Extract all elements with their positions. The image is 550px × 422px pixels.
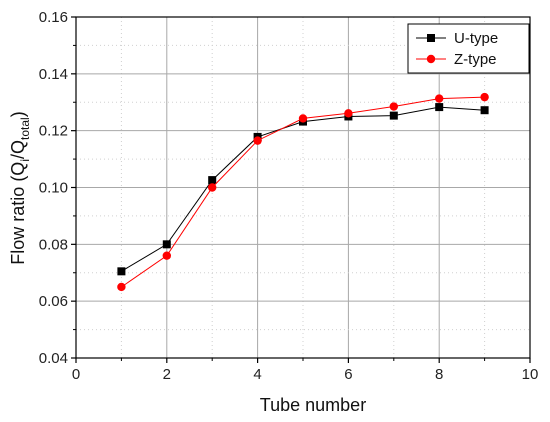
- x-tick-label: 2: [163, 366, 171, 383]
- x-tick-label: 4: [253, 366, 261, 383]
- legend: U-type Z-type: [407, 23, 530, 74]
- x-tick-label: 6: [344, 366, 352, 383]
- y-axis-title-suffix: ): [8, 111, 28, 117]
- y-axis-title-mid: /Q: [8, 140, 28, 159]
- series-z-type: [117, 92, 489, 292]
- data-point-z-type: [117, 282, 126, 292]
- legend-label-u-type: U-type: [454, 30, 498, 47]
- x-axis-title: Tube number: [260, 395, 366, 415]
- series-layer: [117, 92, 489, 292]
- y-axis-title-prefix: Flow ratio (Q: [8, 162, 28, 265]
- data-point-z-type: [480, 92, 489, 102]
- data-point-z-type: [344, 109, 353, 118]
- y-tick-label: 0.08: [39, 236, 68, 253]
- y-tick-label: 0.16: [39, 9, 68, 26]
- legend-box: [407, 23, 530, 74]
- x-tick-label: 0: [72, 366, 80, 383]
- data-point-z-type: [389, 102, 398, 111]
- y-tick-label: 0.12: [39, 123, 68, 140]
- x-tick-label: 8: [435, 366, 443, 383]
- data-point-u-type: [480, 106, 489, 115]
- legend-label-z-type: Z-type: [454, 51, 497, 68]
- legend-marker-z-type: [426, 54, 436, 64]
- y-tick-label: 0.06: [39, 293, 68, 310]
- y-axis-title-sub-total: total: [18, 117, 32, 140]
- data-point-z-type: [298, 114, 308, 123]
- data-point-z-type: [162, 251, 171, 260]
- data-point-u-type: [117, 267, 126, 276]
- y-tick-label: 0.10: [39, 180, 68, 197]
- y-tick-label: 0.14: [39, 66, 68, 83]
- data-point-z-type: [435, 94, 444, 103]
- data-point-z-type: [253, 136, 262, 145]
- data-point-u-type: [208, 176, 217, 185]
- data-point-z-type: [208, 183, 217, 192]
- y-tick-label: 0.04: [39, 350, 68, 367]
- axes-layer: 0 2 4 6 8 10 0.04 0.06 0.08 0.10 0.12 0.14 0.16: [39, 9, 539, 383]
- data-point-u-type: [389, 111, 398, 120]
- data-point-u-type: [162, 240, 171, 249]
- grid-layer: [76, 17, 530, 358]
- y-axis-title: Flow ratio (Qi/Qtotal): [8, 111, 32, 264]
- x-tick-label: 10: [522, 366, 539, 383]
- legend-marker-u-type: [427, 34, 435, 42]
- y-axis-title-sub-i: i: [18, 159, 32, 162]
- data-point-u-type: [435, 103, 444, 112]
